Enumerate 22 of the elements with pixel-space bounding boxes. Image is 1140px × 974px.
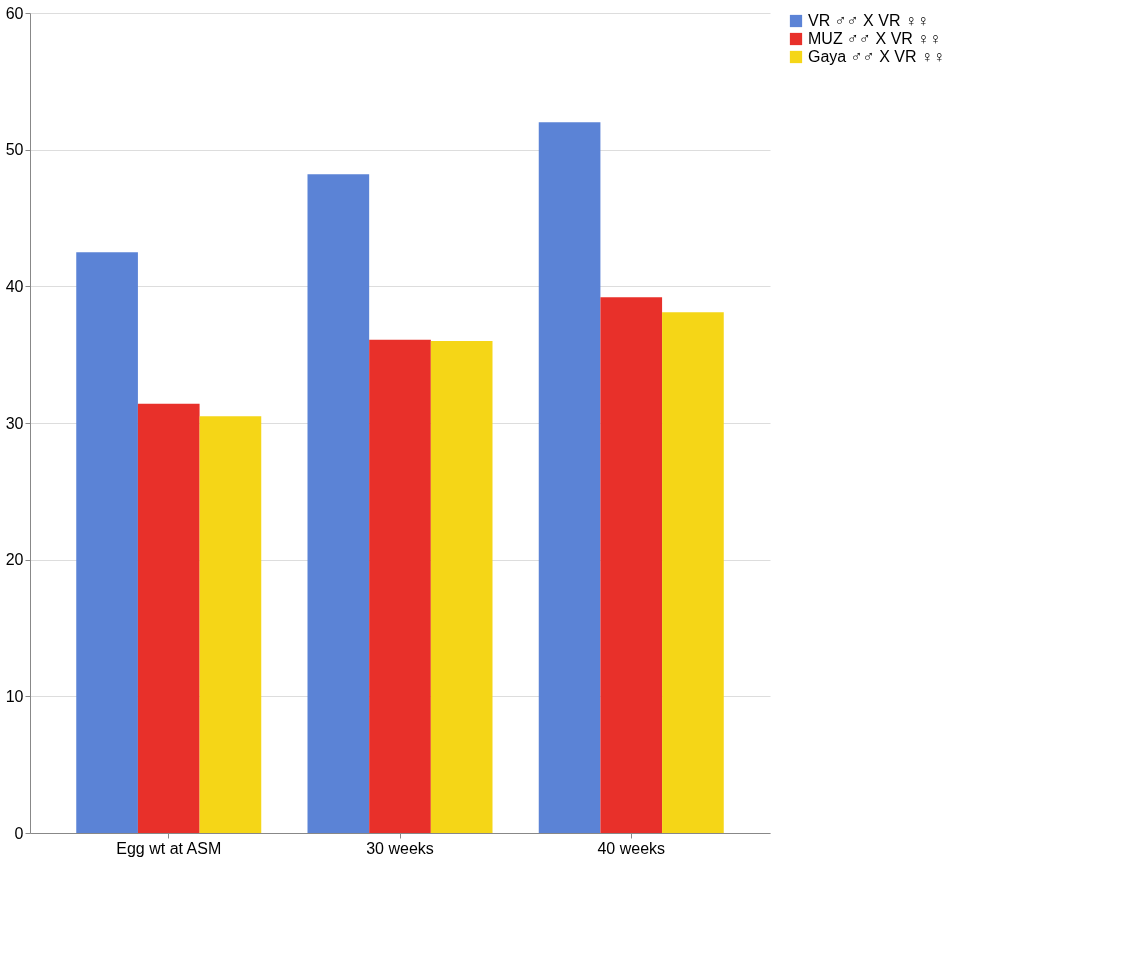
y-tick-label: 10	[5, 687, 24, 705]
x-tick-label: 30 weeks	[366, 839, 434, 857]
legend-label: Gaya ♂♂ X VR ♀♀	[808, 48, 945, 65]
y-tick-label: 50	[5, 141, 24, 159]
y-tick-label: 0	[14, 824, 24, 842]
bar	[137, 403, 200, 833]
y-tick-label: 40	[5, 277, 24, 295]
bar	[199, 416, 262, 833]
bar	[538, 122, 601, 833]
x-tick-label: 40 weeks	[597, 839, 666, 857]
y-tick-label: 60	[5, 4, 24, 22]
x-tick-label: Egg wt at ASM	[116, 839, 222, 857]
bar	[307, 174, 370, 833]
bar	[662, 312, 724, 833]
bar	[76, 252, 138, 833]
y-tick-label: 30	[5, 414, 24, 432]
bar	[600, 297, 663, 833]
legend-label: MUZ ♂♂ X VR ♀♀	[808, 30, 942, 47]
bar	[430, 341, 493, 833]
bar	[369, 339, 431, 833]
y-tick-label: 20	[5, 551, 24, 569]
legend-label: VR ♂♂ X VR ♀♀	[808, 12, 929, 29]
